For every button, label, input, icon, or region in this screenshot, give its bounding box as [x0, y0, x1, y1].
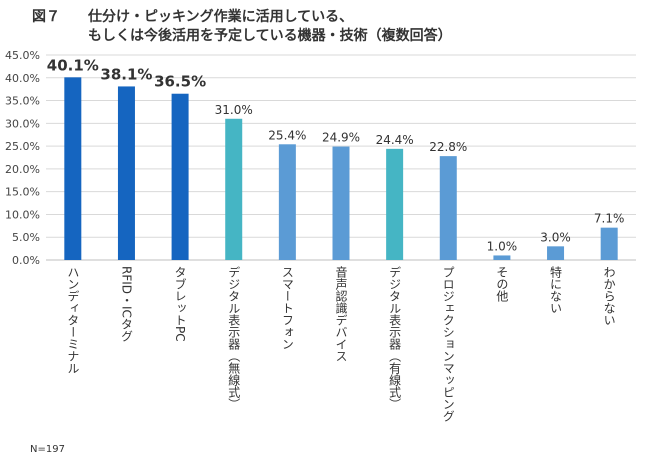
bar-9	[493, 255, 511, 260]
data-label-6: 24.9%	[322, 131, 360, 145]
data-label-5: 25.4%	[268, 128, 306, 142]
category-label-6: 音声認識デバイス	[334, 265, 348, 362]
category-label-9: その他	[495, 266, 509, 302]
data-label-10: 3.0%	[540, 230, 571, 244]
data-label-8: 22.8%	[429, 140, 467, 154]
y-tick-label: 30.0%	[5, 117, 40, 130]
category-label-4: デジタル表示器（無線式）	[227, 266, 241, 410]
y-axis-ticks: 0.0% 5.0% 10.0% 15.0% 20.0% 25.0% 30.0% 35.0% 40…	[5, 49, 40, 267]
category-label-5: スマートフォン	[280, 266, 294, 350]
category-label-10: 特にない	[549, 265, 563, 314]
data-labels: 40.1%38.1% 36.5% 31.0% 25.4% 24.9% 24.4% 22.8%…	[47, 56, 625, 253]
data-label-1: 40.1%	[47, 56, 99, 74]
category-label-2: RFID・ICタグ	[119, 266, 133, 342]
data-label-4: 31.0%	[215, 103, 253, 117]
y-tick-label: 25.0%	[5, 140, 40, 153]
y-tick-label: 15.0%	[5, 186, 40, 199]
bar-7	[386, 148, 404, 260]
y-tick-label: 35.0%	[5, 95, 40, 108]
category-label-8: プロジェクションマッピング	[441, 266, 455, 422]
bars	[64, 77, 618, 261]
y-tick-label: 0.0%	[12, 254, 40, 267]
bar-5	[278, 144, 296, 260]
figure-label: 図７	[32, 9, 60, 25]
data-label-11: 7.1%	[594, 212, 625, 226]
y-tick-label: 5.0%	[12, 231, 40, 244]
category-label-3: タブレットPC	[173, 266, 187, 342]
sample-size-note: N=197	[30, 444, 65, 455]
data-label-9: 1.0%	[487, 239, 518, 253]
data-label-3: 36.5%	[154, 73, 206, 91]
category-label-11: わからない	[602, 266, 616, 326]
bar-4	[225, 118, 243, 261]
chart-title-line-2: もしくは今後活用を予定している機器・技術（複数回答）	[88, 27, 452, 44]
data-label-2: 38.1%	[100, 65, 152, 83]
category-label-7: デジタル表示器（有線式）	[388, 266, 402, 410]
bar-10	[547, 246, 565, 260]
category-label-1: ハンディターミナル	[66, 266, 80, 374]
y-tick-label: 45.0%	[5, 49, 40, 62]
y-tick-label: 40.0%	[5, 72, 40, 85]
category-labels: ハンディターミナル RFID・ICタグ タブレットPC デジタル表示器（無線式） スマー…	[66, 265, 616, 422]
bar-11	[600, 227, 618, 260]
bar-6	[332, 146, 350, 260]
y-tick-label: 10.0%	[5, 208, 40, 221]
bar-8	[439, 156, 457, 260]
chart-title-line-1: 仕分け・ピッキング作業に活用している、	[87, 8, 353, 25]
data-label-7: 24.4%	[376, 133, 414, 147]
bar-1	[64, 77, 82, 260]
bar-3	[171, 93, 189, 260]
y-tick-label: 20.0%	[5, 163, 40, 176]
bar-2	[117, 86, 135, 260]
